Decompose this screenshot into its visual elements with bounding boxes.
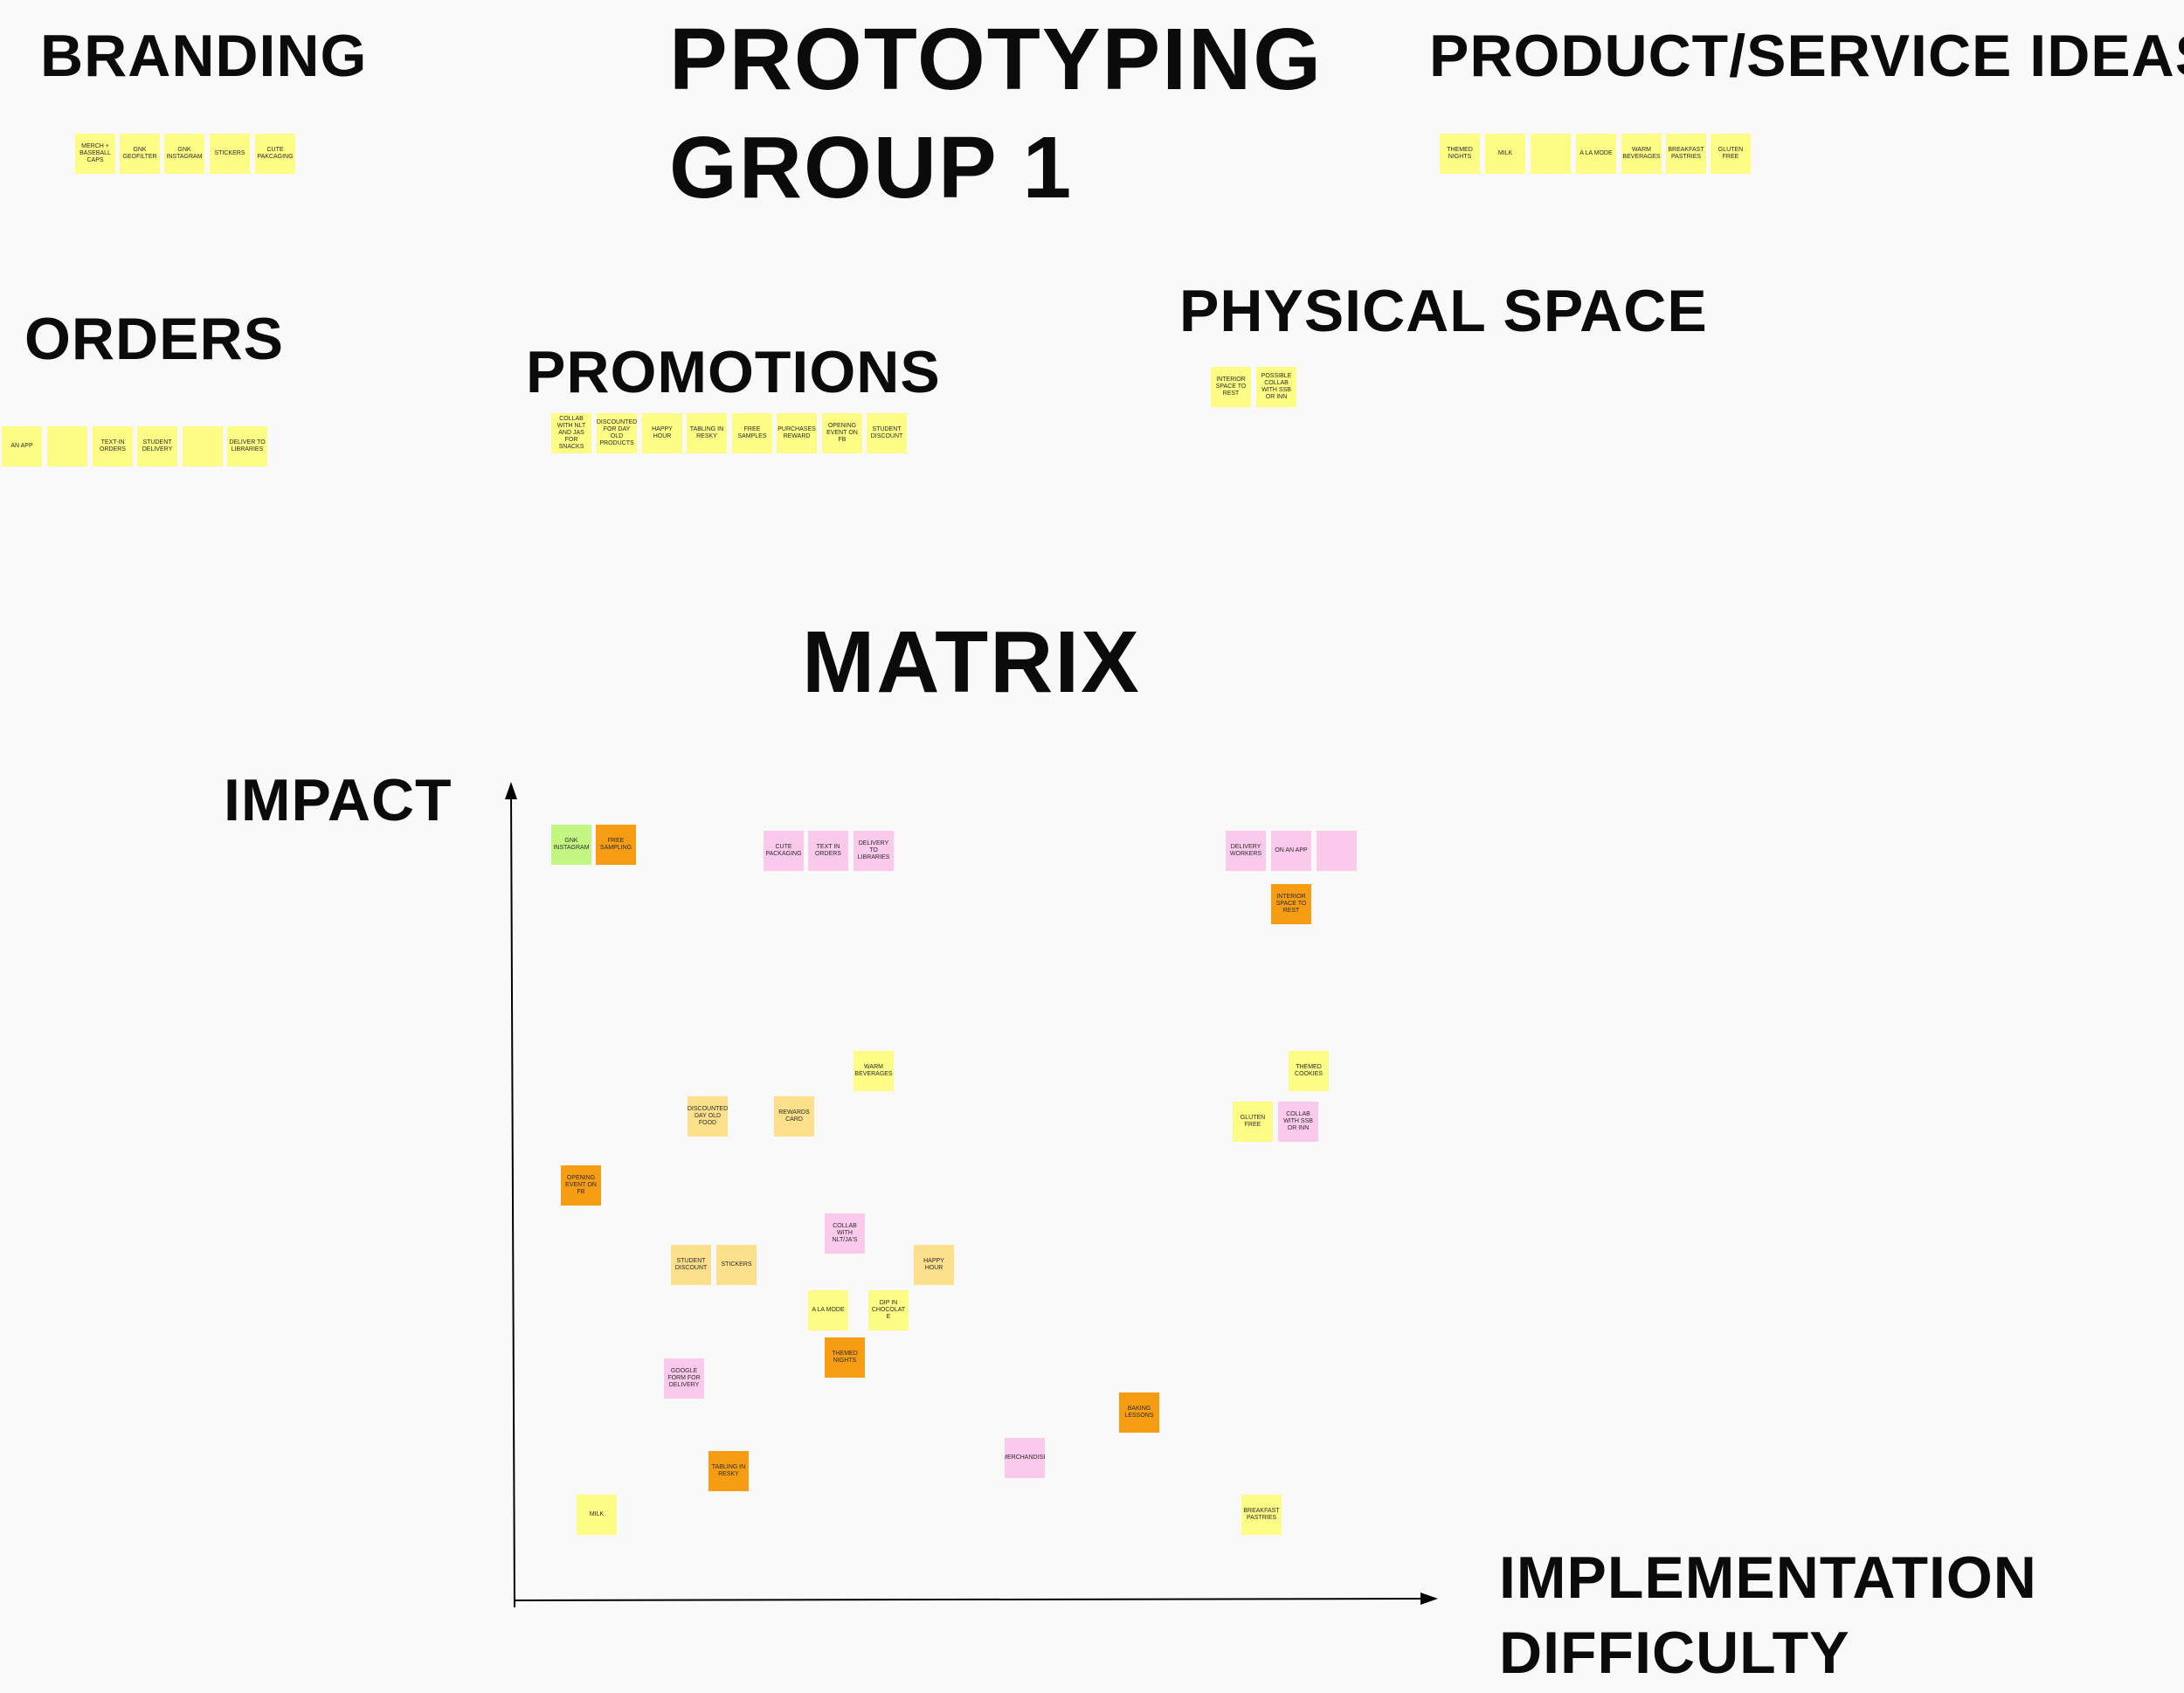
branding-note[interactable]: GNK GEOFILTER [120,134,160,174]
product-note[interactable]: WARM BEVERAGES [1621,134,1662,174]
product-note[interactable]: GLUTEN FREE [1711,134,1751,174]
product-note[interactable] [1531,134,1571,174]
matrix-note[interactable]: BREAKFAST PASTRIES [1241,1495,1282,1535]
matrix-note[interactable]: TEXT IN ORDERS [808,831,848,871]
matrix-note[interactable] [1317,831,1357,871]
matrix-note[interactable]: WARM BEVERAGES [854,1051,894,1091]
promotions-note[interactable]: OPENING EVENT ON FB [822,413,862,453]
matrix-note[interactable]: TABLING IN RESKY [708,1451,749,1491]
orders-heading: ORDERS [24,306,284,372]
matrix-note[interactable]: THEMED NIGHTS [825,1337,865,1378]
difficulty-axis-label-line-1: IMPLEMENTATION [1499,1544,2037,1611]
matrix-note[interactable]: CUTE PACKAGING [764,831,804,871]
matrix-note[interactable]: COLLAB WITH SSB OR INN [1278,1102,1318,1142]
matrix-note[interactable]: DISCOUNTED DAY OLD FOOD [688,1096,728,1137]
matrix-note[interactable]: MERCHANDISE [1005,1438,1045,1478]
promotions-note[interactable]: STUDENT DISCOUNT [867,413,907,453]
physical-space-note[interactable]: INTERIOR SPACE TO REST [1211,367,1251,407]
orders-note[interactable]: DELIVER TO LIBRARIES [227,426,267,466]
product-note[interactable]: MILK [1485,134,1525,174]
branding-note[interactable]: STICKERS [210,134,250,174]
orders-note[interactable] [183,426,223,466]
matrix-note[interactable]: COLLAB WITH NLT/JA'S [825,1213,865,1254]
matrix-note[interactable]: OPENING EVENT ON FB [561,1165,601,1206]
matrix-note[interactable]: GNK INSTAGRAM [551,825,591,865]
title-line-1: PROTOTYPING [669,10,1324,108]
difficulty-axis-label-line-2: DIFFICULTY [1499,1620,1850,1686]
product-note[interactable]: BREAKFAST PASTRIES [1666,134,1706,174]
product-service-heading: PRODUCT/SERVICE IDEAS [1429,23,2184,89]
physical-space-heading: PHYSICAL SPACE [1179,278,1708,344]
matrix-note[interactable]: HAPPY HOUR [914,1245,954,1285]
promotions-note[interactable]: TABLING IN RESKY [687,413,727,453]
impact-axis-label: IMPACT [224,767,453,833]
title-line-2: GROUP 1 [669,119,1074,217]
orders-note[interactable]: TEXT-IN ORDERS [93,426,133,466]
promotions-note[interactable]: COLLAB WITH NLT AND JAS FOR SNACKS [551,413,591,453]
difficulty-axis-arrowhead [1420,1593,1438,1605]
branding-note[interactable]: GNK INSTAGRAM [164,134,204,174]
promotions-note[interactable]: PURCHASES REWARD [777,413,817,453]
matrix-note[interactable]: STUDENT DISCOUNT [671,1245,711,1285]
matrix-note[interactable]: STICKERS [716,1245,757,1285]
branding-note[interactable]: MERCH + BASEBALL CAPS [75,134,115,174]
matrix-note[interactable]: REWARDS CARD [774,1096,814,1137]
orders-note[interactable]: AN APP [2,426,42,466]
matrix-note[interactable]: GOOGLE FORM FOR DELIVERY [664,1358,704,1399]
matrix-note[interactable]: THEMED COOKIES [1289,1051,1329,1091]
matrix-note[interactable]: DELIVERY WORKERS [1226,831,1266,871]
difficulty-axis-line [514,1598,1427,1601]
promotions-heading: PROMOTIONS [526,339,941,405]
matrix-note[interactable]: MILK [577,1495,617,1535]
promotions-note[interactable]: DISCOUNTED FOR DAY OLD PRODUCTS [597,413,637,453]
product-note[interactable]: THEMED NIGHTS [1440,134,1480,174]
orders-note[interactable]: STUDENT DELIVERY [137,426,177,466]
matrix-note[interactable]: INTERIOR SPACE TO REST [1271,884,1311,924]
matrix-note[interactable]: FREE SAMPLING [596,825,636,865]
impact-axis-line [510,790,515,1608]
matrix-heading: MATRIX [802,613,1141,711]
matrix-note[interactable]: DIP IN CHOCOLAT E [868,1290,909,1330]
matrix-note[interactable]: ON AN APP [1271,831,1311,871]
matrix-note[interactable]: A LA MODE [808,1290,848,1330]
product-note[interactable]: A LA MODE [1576,134,1616,174]
branding-heading: BRANDING [40,23,368,89]
impact-axis-arrowhead [505,782,517,799]
matrix-note[interactable]: BAKING LESSONS [1119,1392,1159,1433]
orders-note[interactable] [47,426,87,466]
promotions-note[interactable]: FREE SAMPLES [732,413,772,453]
matrix-note[interactable]: GLUTEN FREE [1233,1102,1273,1142]
branding-note[interactable]: CUTE PAKCAGING [255,134,295,174]
physical-space-note[interactable]: POSSIBLE COLLAB WITH SSB OR INN [1256,367,1296,407]
promotions-note[interactable]: HAPPY HOUR [642,413,682,453]
matrix-note[interactable]: DELIVERY TO LIBRARIES [854,831,894,871]
